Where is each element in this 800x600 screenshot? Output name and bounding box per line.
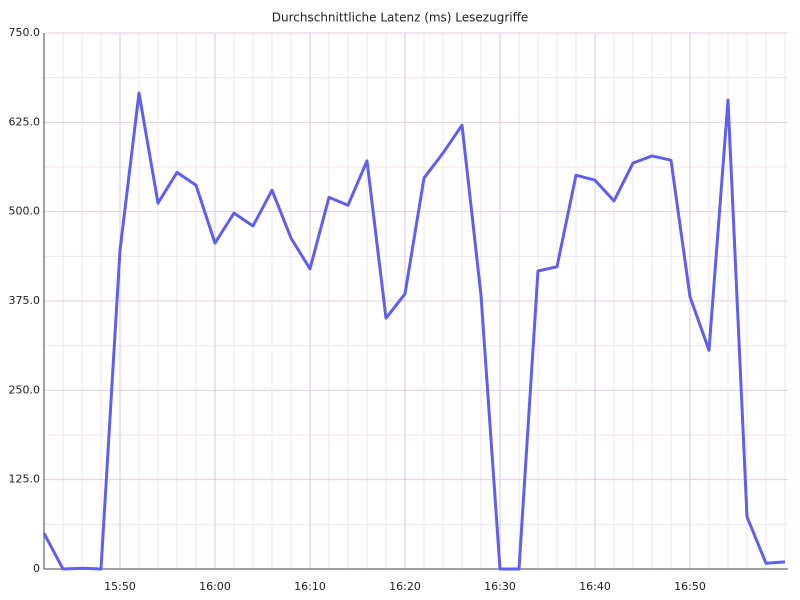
y-tick-label: 625.0 bbox=[9, 115, 41, 128]
y-tick-label: 375.0 bbox=[9, 294, 41, 307]
y-tick-label: 125.0 bbox=[9, 473, 41, 486]
chart-title: Durchschnittliche Latenz (ms) Lesezugrif… bbox=[272, 11, 529, 25]
y-tick-label: 250.0 bbox=[9, 383, 41, 396]
x-tick-label: 16:40 bbox=[579, 580, 611, 593]
x-tick-label: 16:00 bbox=[199, 580, 231, 593]
x-tick-label: 16:10 bbox=[294, 580, 326, 593]
y-tick-label: 500.0 bbox=[9, 205, 41, 218]
y-tick-label: 0 bbox=[33, 562, 40, 575]
x-tick-label: 15:50 bbox=[104, 580, 136, 593]
data-line bbox=[42, 91, 786, 571]
y-tick-label: 750.0 bbox=[9, 26, 41, 39]
x-tick-label: 16:50 bbox=[674, 580, 706, 593]
x-tick-label: 16:20 bbox=[389, 580, 421, 593]
x-tick-label: 16:30 bbox=[484, 580, 516, 593]
